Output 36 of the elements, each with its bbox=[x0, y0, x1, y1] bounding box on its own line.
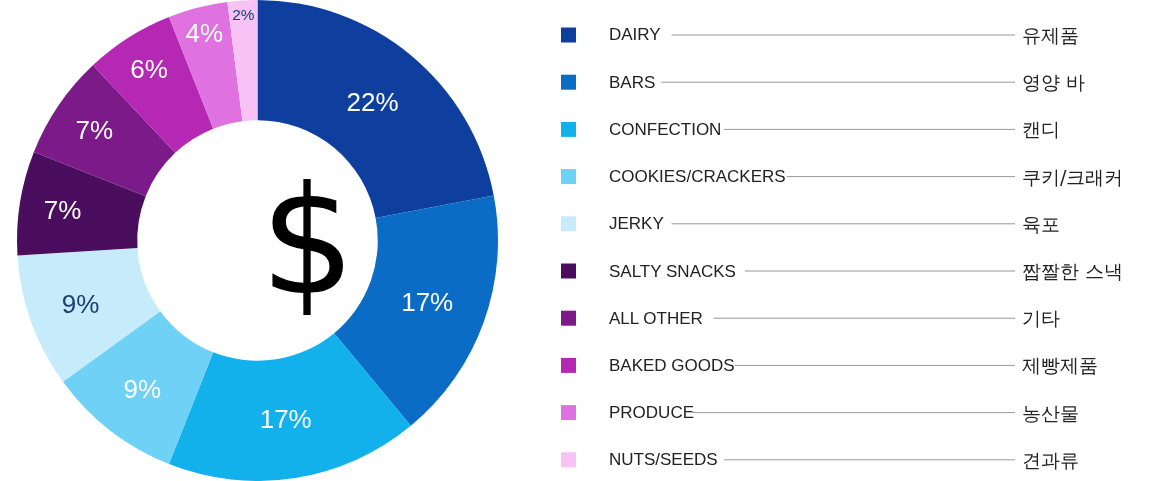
text: $ bbox=[260, 154, 356, 328]
text: 유제품 bbox=[1022, 24, 1079, 46]
legend-label: BARS bbox=[609, 73, 656, 92]
text: 캔디 bbox=[1022, 118, 1060, 140]
data-label: 22% bbox=[346, 86, 399, 117]
data-label: 9% bbox=[61, 289, 100, 320]
text: 영양 바 bbox=[1022, 71, 1086, 93]
legend-label: CONFECTION bbox=[609, 120, 722, 139]
donut-slice bbox=[17, 248, 161, 382]
data-label: 7% bbox=[43, 194, 82, 225]
data-label: 9% bbox=[123, 374, 162, 405]
text: 짭짤한 스낵 bbox=[1022, 260, 1124, 282]
text: 제빵제품 bbox=[1022, 354, 1098, 376]
data-label: 17% bbox=[259, 403, 312, 434]
legend-label: NUTS/SEEDS bbox=[609, 450, 718, 469]
legend-label: ALL OTHER bbox=[609, 309, 703, 328]
legend-label: SALTY SNACKS bbox=[609, 262, 736, 281]
donut-slice bbox=[62, 311, 214, 465]
text: 견과류 bbox=[1022, 449, 1079, 471]
legend-label: JERKY bbox=[609, 214, 664, 233]
legend-label: COOKIES/CRACKERS bbox=[609, 167, 786, 186]
text: 육포 bbox=[1022, 213, 1060, 235]
text: 쿠키/크래커 bbox=[1022, 166, 1124, 188]
data-label: 2% bbox=[232, 5, 255, 23]
legend-label: BAKED GOODS bbox=[609, 356, 735, 375]
legend-label: DAIRY bbox=[609, 25, 661, 44]
text: 기타 bbox=[1022, 307, 1060, 329]
donut-slice bbox=[227, 0, 258, 122]
legend-label: PRODUCE bbox=[609, 403, 695, 422]
data-label: 4% bbox=[185, 18, 224, 49]
donut-slice bbox=[17, 151, 146, 256]
text: 농산물 bbox=[1022, 402, 1079, 424]
data-label: 7% bbox=[75, 114, 113, 145]
data-label: 17% bbox=[401, 286, 454, 317]
donut-slice bbox=[168, 333, 411, 481]
data-label: 6% bbox=[130, 54, 168, 85]
